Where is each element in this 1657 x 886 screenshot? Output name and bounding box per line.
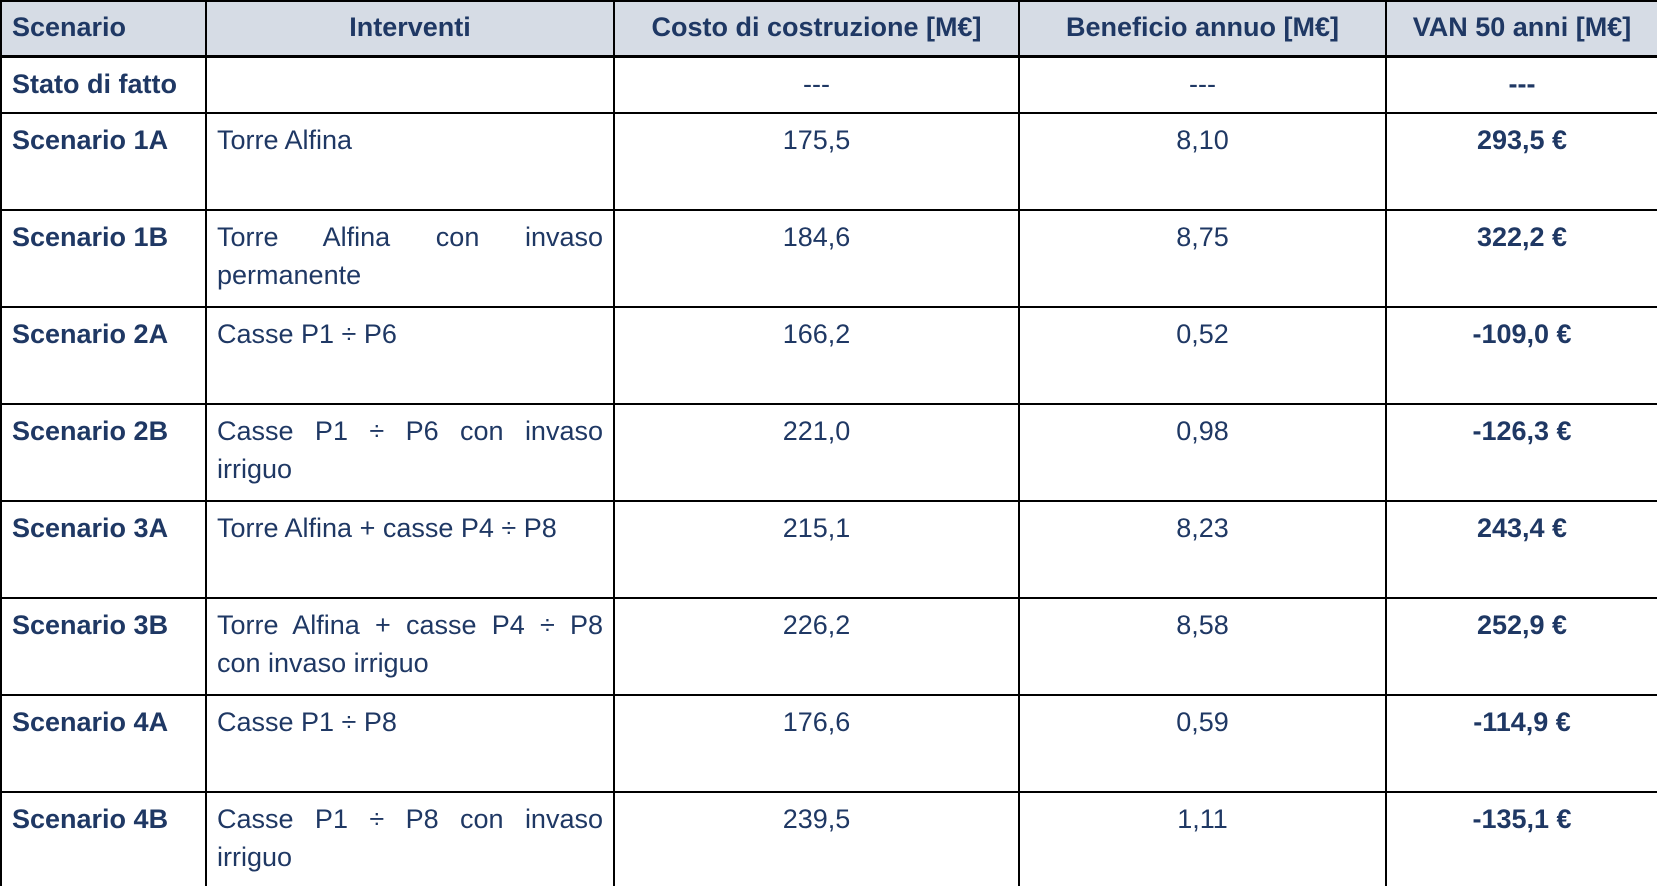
cell-van-50-anni: -114,9 €: [1385, 694, 1657, 793]
cell-scenario: Stato di fatto: [0, 55, 207, 114]
cell-van-50-anni: -126,3 €: [1385, 403, 1657, 502]
cell-beneficio-annuo: ---: [1018, 55, 1387, 114]
cell-van-50-anni: 293,5 €: [1385, 112, 1657, 211]
table-row: Scenario 4B Casse P1 ÷ P8 con invaso irr…: [0, 791, 1657, 886]
cell-scenario: Scenario 3A: [0, 500, 207, 599]
header-row: Scenario Interventi Costo di costruzione…: [0, 0, 1657, 58]
cell-costo-costruzione: 166,2: [613, 306, 1020, 405]
table-row: Scenario 1A Torre Alfina 175,5 8,10 293,…: [0, 112, 1657, 211]
cell-interventi: Casse P1 ÷ P6 con invaso irriguo: [205, 403, 615, 502]
cell-van-50-anni: -135,1 €: [1385, 791, 1657, 886]
cell-beneficio-annuo: 1,11: [1018, 791, 1387, 886]
table-header: Scenario Interventi Costo di costruzione…: [0, 0, 1657, 58]
header-van-50-anni: VAN 50 anni [M€]: [1385, 0, 1657, 58]
header-beneficio-annuo: Beneficio annuo [M€]: [1018, 0, 1387, 58]
cell-interventi: Casse P1 ÷ P8: [205, 694, 615, 793]
cell-interventi: Torre Alfina: [205, 112, 615, 211]
cell-van-50-anni: -109,0 €: [1385, 306, 1657, 405]
cell-costo-costruzione: ---: [613, 55, 1020, 114]
cell-van-50-anni: ---: [1385, 55, 1657, 114]
cell-scenario: Scenario 4B: [0, 791, 207, 886]
header-scenario: Scenario: [0, 0, 207, 58]
table-row: Scenario 2B Casse P1 ÷ P6 con invaso irr…: [0, 403, 1657, 502]
cell-costo-costruzione: 176,6: [613, 694, 1020, 793]
cell-costo-costruzione: 221,0: [613, 403, 1020, 502]
table-row: Scenario 3B Torre Alfina + casse P4 ÷ P8…: [0, 597, 1657, 696]
table-row: Scenario 1B Torre Alfina con invaso perm…: [0, 209, 1657, 308]
cell-van-50-anni: 252,9 €: [1385, 597, 1657, 696]
cell-costo-costruzione: 175,5: [613, 112, 1020, 211]
cell-interventi: Torre Alfina + casse P4 ÷ P8: [205, 500, 615, 599]
cell-beneficio-annuo: 8,58: [1018, 597, 1387, 696]
table-body: Stato di fatto --- --- --- Scenario 1A T…: [0, 55, 1657, 886]
cell-van-50-anni: 322,2 €: [1385, 209, 1657, 308]
header-interventi: Interventi: [205, 0, 615, 58]
cell-scenario: Scenario 2B: [0, 403, 207, 502]
cell-beneficio-annuo: 0,59: [1018, 694, 1387, 793]
cell-beneficio-annuo: 0,98: [1018, 403, 1387, 502]
cell-beneficio-annuo: 8,10: [1018, 112, 1387, 211]
cell-beneficio-annuo: 8,23: [1018, 500, 1387, 599]
cell-beneficio-annuo: 8,75: [1018, 209, 1387, 308]
cell-costo-costruzione: 184,6: [613, 209, 1020, 308]
table-row: Scenario 3A Torre Alfina + casse P4 ÷ P8…: [0, 500, 1657, 599]
table-row: Scenario 4A Casse P1 ÷ P8 176,6 0,59 -11…: [0, 694, 1657, 793]
cell-interventi: [205, 55, 615, 114]
cell-scenario: Scenario 1B: [0, 209, 207, 308]
cell-costo-costruzione: 226,2: [613, 597, 1020, 696]
cell-scenario: Scenario 2A: [0, 306, 207, 405]
table-row: Stato di fatto --- --- ---: [0, 55, 1657, 114]
cell-interventi: Casse P1 ÷ P8 con invaso irriguo: [205, 791, 615, 886]
cell-van-50-anni: 243,4 €: [1385, 500, 1657, 599]
cell-interventi: Casse P1 ÷ P6: [205, 306, 615, 405]
cell-interventi: Torre Alfina con invaso permanente: [205, 209, 615, 308]
cell-beneficio-annuo: 0,52: [1018, 306, 1387, 405]
cell-scenario: Scenario 3B: [0, 597, 207, 696]
cell-scenario: Scenario 4A: [0, 694, 207, 793]
header-costo-costruzione: Costo di costruzione [M€]: [613, 0, 1020, 58]
cell-interventi: Torre Alfina + casse P4 ÷ P8 con invaso …: [205, 597, 615, 696]
table-row: Scenario 2A Casse P1 ÷ P6 166,2 0,52 -10…: [0, 306, 1657, 405]
cell-costo-costruzione: 215,1: [613, 500, 1020, 599]
cell-scenario: Scenario 1A: [0, 112, 207, 211]
cell-costo-costruzione: 239,5: [613, 791, 1020, 886]
